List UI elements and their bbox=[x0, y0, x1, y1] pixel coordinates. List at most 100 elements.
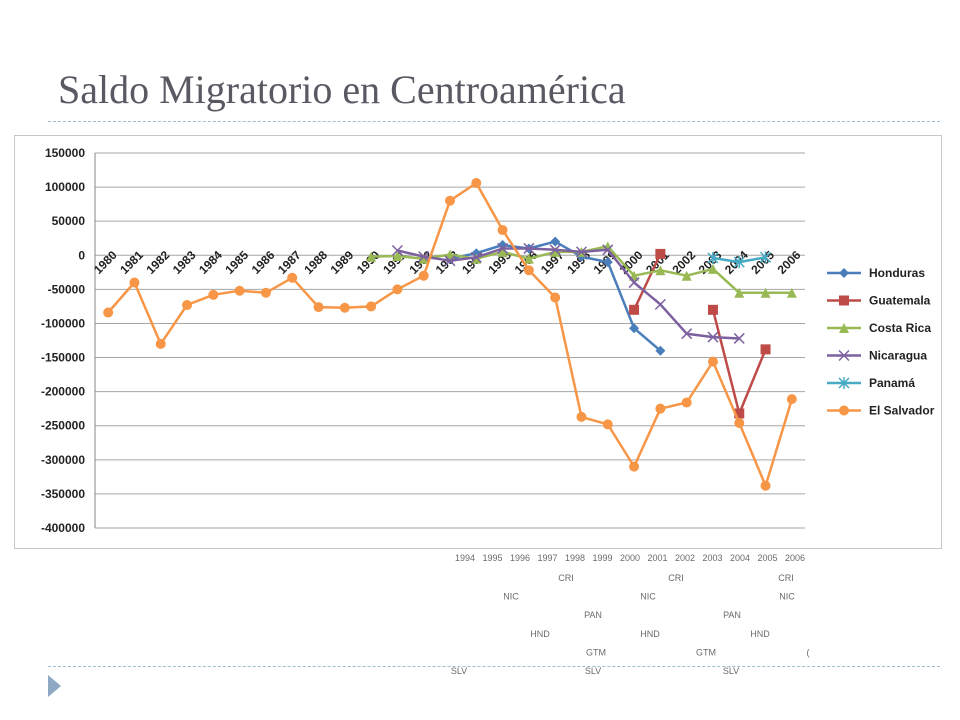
strip-year-label: 2000 bbox=[620, 553, 640, 563]
data-point bbox=[444, 255, 456, 267]
data-point bbox=[734, 408, 745, 419]
x-tick-label: 1985 bbox=[222, 248, 251, 277]
data-point bbox=[523, 242, 535, 254]
x-tick-label: 1989 bbox=[328, 248, 357, 277]
strip-country-label: HND bbox=[750, 629, 770, 639]
y-tick-label: -100000 bbox=[41, 316, 85, 330]
x-tick-label: 1993 bbox=[433, 248, 462, 277]
data-point bbox=[445, 249, 455, 260]
data-point bbox=[155, 338, 166, 349]
data-point bbox=[786, 287, 797, 298]
strip-country-label: GTM bbox=[586, 647, 606, 657]
x-tick-label: 2005 bbox=[748, 248, 777, 277]
legend-label: Costa Rica bbox=[869, 321, 931, 335]
data-point bbox=[681, 397, 692, 408]
y-tick-label: -150000 bbox=[41, 351, 85, 365]
data-point bbox=[392, 250, 403, 261]
data-point bbox=[471, 178, 482, 188]
data-point bbox=[550, 246, 561, 257]
data-point bbox=[391, 244, 403, 257]
strip-country-label: ( bbox=[807, 647, 810, 657]
data-point bbox=[366, 251, 377, 262]
data-point bbox=[733, 332, 745, 344]
data-point bbox=[760, 287, 771, 298]
strip-year-label: 1998 bbox=[565, 553, 585, 563]
data-point bbox=[707, 356, 718, 367]
data-point bbox=[655, 248, 666, 259]
data-point bbox=[550, 236, 561, 247]
data-point bbox=[523, 265, 534, 276]
y-tick-label: -350000 bbox=[41, 487, 85, 501]
legend-label: Panamá bbox=[869, 376, 915, 390]
strip-country-label: NIC bbox=[779, 592, 795, 602]
data-point bbox=[339, 302, 350, 313]
data-point bbox=[208, 289, 219, 300]
y-tick-label: -50000 bbox=[48, 282, 86, 296]
legend-item: Costa Rica bbox=[827, 321, 931, 335]
data-point bbox=[418, 251, 430, 263]
strip-country-label: PAN bbox=[584, 610, 602, 620]
x-tick-label: 1981 bbox=[117, 248, 146, 277]
strip-country-label: CRI bbox=[778, 573, 794, 583]
data-point bbox=[734, 418, 745, 428]
data-point bbox=[628, 277, 640, 289]
legend-item: Honduras bbox=[827, 266, 925, 280]
x-tick-label: 1984 bbox=[196, 248, 225, 277]
data-point bbox=[602, 257, 613, 268]
y-tick-label: 50000 bbox=[52, 214, 86, 228]
data-point bbox=[681, 270, 692, 281]
data-point bbox=[576, 411, 587, 422]
strip-country-label: NIC bbox=[640, 592, 656, 602]
strip-year-label: 1999 bbox=[592, 553, 612, 563]
data-point bbox=[313, 302, 324, 313]
data-point bbox=[655, 345, 666, 356]
data-point bbox=[760, 251, 772, 264]
data-point bbox=[418, 253, 429, 264]
data-point bbox=[655, 265, 666, 276]
strip-country-label: HND bbox=[530, 629, 550, 639]
data-point bbox=[654, 298, 666, 310]
strip-country-label: HND bbox=[640, 629, 660, 639]
legend-item: El Salvador bbox=[827, 404, 935, 418]
x-tick-label: 1986 bbox=[249, 248, 278, 277]
strip-year-label: 2001 bbox=[647, 553, 667, 563]
data-point bbox=[129, 277, 140, 288]
y-tick-label: -250000 bbox=[41, 419, 85, 433]
data-point bbox=[760, 480, 771, 491]
series-panam- bbox=[707, 251, 772, 269]
x-tick-label: 1990 bbox=[354, 248, 383, 277]
data-point bbox=[839, 295, 849, 306]
data-point bbox=[839, 323, 849, 333]
data-point bbox=[629, 304, 640, 315]
strip-year-label: 2004 bbox=[730, 553, 750, 563]
data-point bbox=[629, 461, 640, 472]
y-tick-label: -200000 bbox=[41, 385, 85, 399]
series-line bbox=[632, 253, 767, 415]
series-guatemala bbox=[629, 248, 771, 419]
y-tick-label: -400000 bbox=[41, 521, 85, 535]
data-point bbox=[838, 349, 850, 362]
line-chart: 150000 100000 50000 0 -50000 -100000 -150000 -2… bbox=[41, 146, 935, 535]
legend-label: Nicaragua bbox=[869, 349, 927, 363]
data-point bbox=[523, 253, 534, 264]
data-point bbox=[681, 328, 693, 340]
data-point bbox=[629, 323, 640, 334]
data-point bbox=[707, 304, 718, 315]
x-tick-label: 1982 bbox=[144, 248, 173, 277]
legend-label: Guatemala bbox=[869, 294, 931, 308]
legend-label: El Salvador bbox=[869, 404, 935, 418]
strip-country-label: SLV bbox=[451, 666, 467, 676]
bullet-arrow-icon bbox=[48, 675, 61, 697]
y-tick-label: 0 bbox=[78, 248, 85, 262]
y-tick-label: 100000 bbox=[45, 180, 85, 194]
legend-item: Guatemala bbox=[827, 294, 931, 308]
strip-year-label: 2005 bbox=[757, 553, 777, 563]
data-point bbox=[839, 405, 849, 416]
strip-year-label: 1996 bbox=[510, 553, 530, 563]
data-point bbox=[707, 252, 719, 264]
data-point bbox=[234, 285, 245, 296]
data-point bbox=[550, 292, 561, 303]
strip-country-label: GTM bbox=[696, 647, 716, 657]
data-point bbox=[549, 244, 561, 256]
title-divider bbox=[48, 121, 940, 122]
